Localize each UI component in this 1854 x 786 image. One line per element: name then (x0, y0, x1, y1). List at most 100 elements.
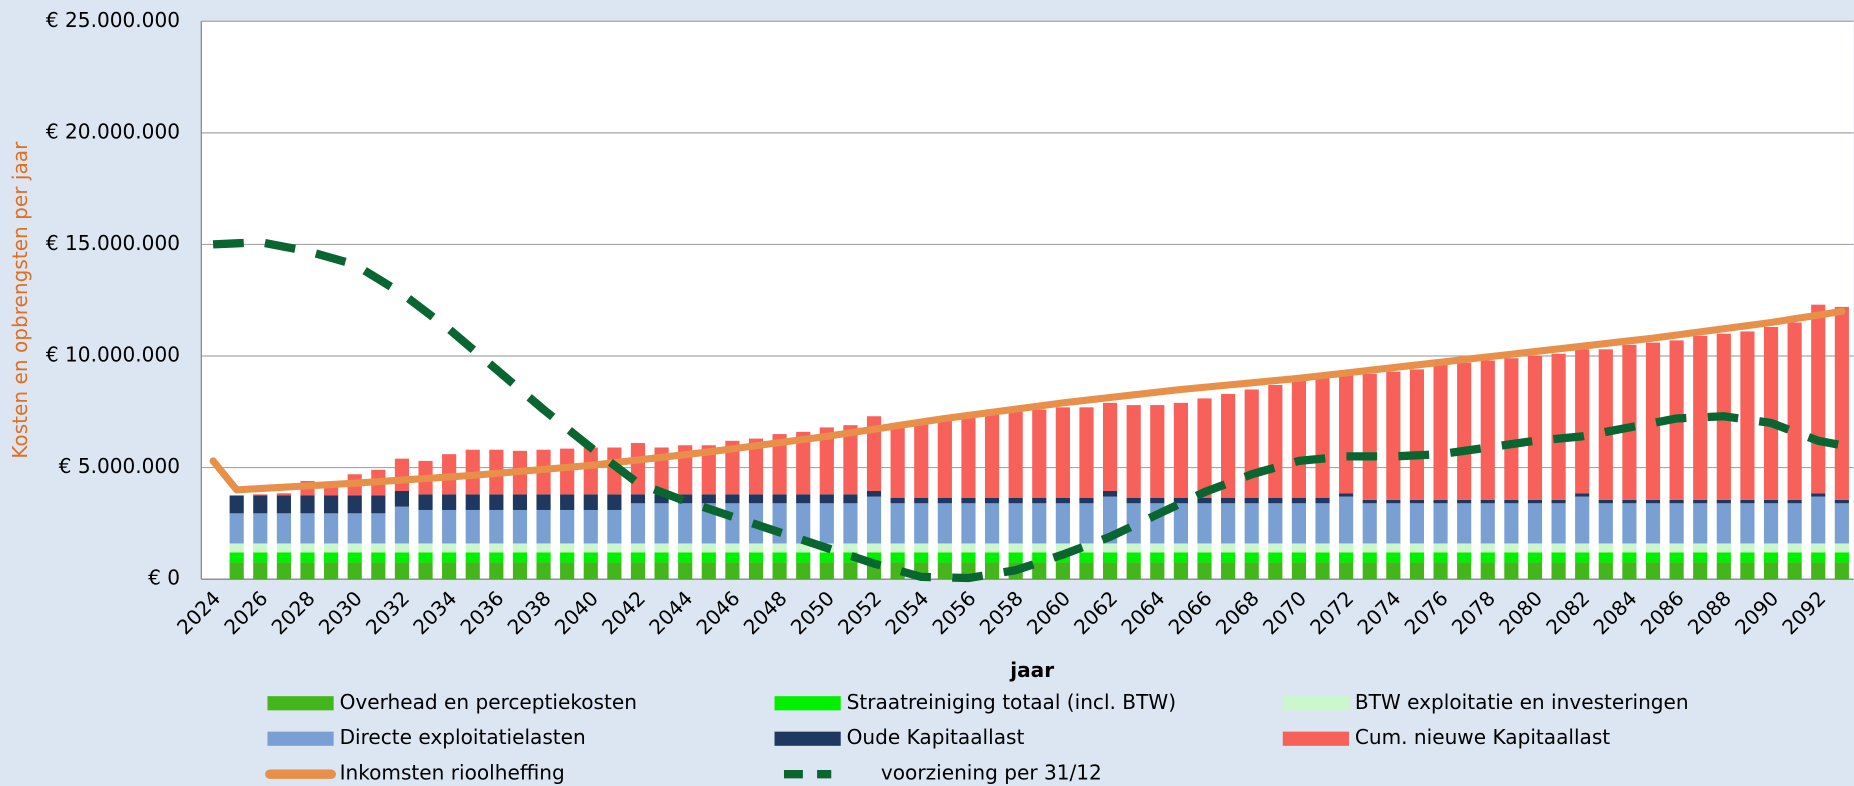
bar-segment (1315, 562, 1330, 580)
bar-segment (890, 503, 905, 544)
bar-segment (1315, 543, 1330, 553)
bar-segment (1173, 402, 1188, 498)
bar-segment (1409, 562, 1425, 580)
bar-segment (772, 494, 787, 504)
x-tick-label: 2078 (1447, 586, 1500, 639)
bar-segment (1551, 562, 1566, 580)
x-tick-label: 2068 (1211, 586, 1264, 639)
bar-segment (1268, 503, 1283, 544)
bar-segment (1173, 503, 1188, 544)
bar-segment (914, 503, 929, 544)
bar-segment (866, 491, 882, 497)
bar-segment (1480, 562, 1495, 580)
bar-segment (630, 562, 646, 580)
bar-segment (1787, 499, 1802, 504)
bar-segment (961, 543, 976, 553)
bar-segment (347, 513, 362, 544)
bar-segment (1693, 562, 1708, 580)
bar-segment (583, 447, 598, 495)
legend-label: Directe exploitatielasten (340, 725, 586, 749)
bar-segment (654, 562, 669, 580)
bar-segment (654, 503, 669, 544)
bar-segment (725, 562, 740, 580)
bar-segment (1126, 497, 1141, 504)
bar-segment (1527, 503, 1543, 544)
bar-segment (1693, 552, 1708, 563)
bar-segment (1763, 326, 1779, 500)
bar-segment (229, 562, 244, 580)
bar-segment (1504, 552, 1519, 563)
bar-segment (229, 543, 244, 553)
bar-segment (1716, 562, 1731, 580)
bar-segment (1032, 497, 1047, 504)
bar-segment (560, 552, 575, 563)
bar-segment (1575, 493, 1590, 497)
bar-segment (489, 562, 504, 580)
bar-segment (1103, 552, 1118, 563)
bar-segment (1339, 552, 1354, 563)
bar-segment (1504, 562, 1519, 580)
bar-segment (1055, 543, 1070, 553)
legend-label: Inkomsten rioolheffing (340, 761, 565, 785)
bar-segment (1055, 503, 1070, 544)
bar-segment (394, 562, 410, 580)
bar-segment (442, 543, 457, 553)
bar-segment (1197, 543, 1212, 553)
bar-segment (1362, 552, 1377, 563)
bar-segment (229, 552, 244, 563)
bar-segment (819, 552, 834, 563)
y-tick-label: € 0 (148, 566, 180, 590)
bar-segment (1575, 496, 1590, 544)
bar-segment (1126, 405, 1141, 498)
bar-segment (1103, 402, 1118, 492)
bar-segment (1362, 503, 1377, 544)
bar-segment (701, 445, 716, 495)
bar-segment (253, 552, 268, 563)
bar-segment (772, 552, 787, 563)
bar-segment (1457, 562, 1472, 580)
x-tick-label: 2044 (644, 586, 697, 639)
bar-segment (1598, 562, 1613, 580)
bar-segment (276, 543, 291, 553)
bar-segment (1575, 562, 1590, 580)
bar-segment (300, 562, 315, 580)
bar-segment (772, 434, 787, 495)
bar-segment (866, 496, 882, 544)
bar-segment (1645, 342, 1661, 500)
bar-segment (1433, 503, 1448, 544)
x-tick-label: 2038 (503, 586, 556, 639)
bar-segment (678, 494, 693, 504)
bar-segment (1221, 562, 1236, 580)
bar-segment (1763, 503, 1779, 544)
bar-segment (607, 562, 622, 580)
bar-segment (1173, 562, 1188, 580)
bar-segment (465, 552, 480, 563)
bar-segment (1480, 503, 1495, 544)
bar-segment (607, 552, 622, 563)
x-tick-label: 2026 (219, 586, 272, 639)
bar-segment (229, 513, 244, 544)
bar-segment (394, 491, 410, 507)
bar-segment (1433, 562, 1448, 580)
bar-segment (465, 562, 480, 580)
bar-segment (796, 543, 811, 553)
bar-segment (465, 494, 480, 510)
bar-segment (866, 543, 882, 553)
bar-segment (796, 562, 811, 580)
bar-segment (1291, 380, 1307, 498)
bar-segment (1339, 543, 1354, 553)
bar-segment (1716, 499, 1731, 504)
bar-segment (984, 497, 1000, 504)
bar-segment (1457, 552, 1472, 563)
bar-segment (394, 506, 410, 544)
bar-segment (1103, 562, 1118, 580)
bar-segment (1008, 411, 1023, 498)
x-tick-label: 2066 (1164, 586, 1217, 639)
bar-segment (607, 509, 622, 544)
x-tick-label: 2042 (597, 586, 650, 639)
bar-segment (1103, 491, 1118, 497)
x-tick-label: 2036 (455, 586, 508, 639)
bar-segment (1834, 552, 1849, 563)
y-tick-label: € 25.000.000 (46, 8, 180, 32)
